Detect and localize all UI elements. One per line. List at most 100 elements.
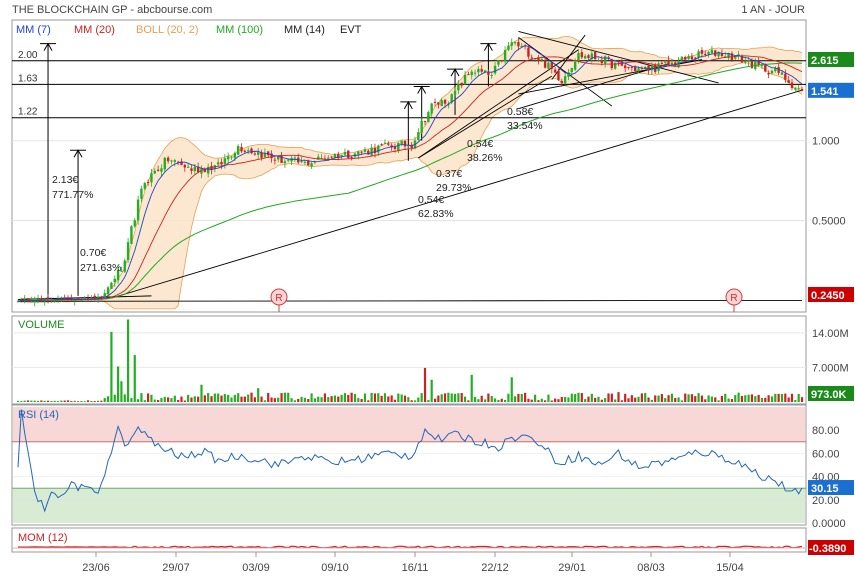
volume-bar	[167, 397, 170, 402]
candle-body	[727, 53, 730, 58]
candle-body	[687, 56, 690, 59]
candle-body	[120, 270, 123, 272]
candle-body	[757, 60, 760, 65]
volume-bar	[670, 393, 673, 402]
volume-bar	[730, 399, 734, 402]
volume-bar	[754, 396, 757, 402]
volume-bar	[564, 396, 567, 402]
candle-body	[724, 56, 727, 58]
volume-bar	[153, 399, 156, 402]
candle-body	[637, 68, 640, 72]
candle-body	[744, 60, 747, 63]
support-line	[17, 299, 803, 302]
candle-body	[233, 152, 237, 158]
volume-bar	[183, 400, 186, 402]
volume-bar	[223, 394, 226, 402]
volume-bar	[780, 393, 784, 402]
candle-body	[397, 142, 400, 151]
volume-bar	[106, 396, 110, 402]
volume-bar	[487, 393, 490, 402]
volume-bar	[447, 392, 450, 402]
candle-body	[350, 157, 353, 159]
candle-body	[570, 67, 574, 72]
candle-body	[153, 170, 156, 174]
candle-body	[507, 45, 510, 50]
volume-bar	[534, 394, 537, 402]
volume-bar	[26, 400, 30, 402]
candle-body	[33, 300, 36, 303]
annotation-label: 0.54€	[467, 138, 493, 150]
volume-bar	[23, 400, 26, 402]
volume-panel	[11, 315, 807, 405]
candle-body	[720, 53, 724, 57]
candle-body	[186, 166, 190, 168]
candle-body	[784, 73, 787, 80]
volume-bar	[343, 393, 347, 402]
x-tick-label: 03/09	[242, 562, 270, 574]
volume-bar	[83, 401, 86, 402]
volume-bar	[123, 394, 126, 402]
volume-bar	[430, 379, 433, 402]
candle-body	[677, 61, 680, 68]
volume-bar	[647, 397, 650, 402]
volume-grid	[12, 332, 806, 368]
volume-bar	[493, 398, 497, 402]
volume-bar	[410, 400, 413, 402]
candle-body	[527, 47, 530, 57]
volume-bar	[483, 399, 487, 402]
volume-bar	[327, 397, 330, 402]
volume-bar	[353, 393, 357, 402]
candle-body	[697, 51, 700, 58]
candle-body	[560, 80, 563, 84]
volume-bar	[213, 393, 216, 402]
volume-bar	[43, 400, 46, 402]
rsi-tick-label: 60.00	[812, 448, 840, 460]
volume-last-tag: 973.0K	[811, 389, 847, 401]
candle-body	[674, 62, 677, 66]
candle-body	[160, 168, 163, 172]
legend-item: MM (7)	[16, 24, 51, 36]
candle-body	[146, 181, 150, 183]
high-price-tag: 2.615	[811, 55, 839, 67]
volume-bar	[567, 397, 570, 402]
momentum-title: MOM (12)	[18, 532, 68, 544]
volume-bar	[500, 398, 503, 402]
gain-arrow-head	[417, 85, 427, 94]
candle-body	[370, 147, 373, 156]
price-legend: MM (7) MM (20) BOLL (20, 2) MM (100) MM (14)…	[16, 24, 362, 36]
volume-bar	[103, 398, 106, 402]
volume-bar	[764, 397, 767, 402]
annotations: 0.70€ 271.63% 2.13€ 771.77% 0.54€ 62.83% 0.37€…	[52, 106, 743, 312]
candle-body	[393, 146, 397, 149]
volume-bar	[187, 394, 190, 402]
annotation-label: 0.58€	[507, 106, 533, 118]
candle-body	[96, 297, 100, 299]
candle-body	[270, 153, 273, 159]
volume-bar	[467, 400, 470, 402]
annotation-label: 0.70€	[80, 247, 106, 259]
legend-item: MM (20)	[74, 24, 115, 36]
candle-body	[123, 260, 126, 272]
candle-body	[337, 153, 340, 159]
candle-body	[690, 56, 694, 59]
volume-bar	[260, 396, 263, 402]
volume-bar	[390, 395, 393, 402]
candle-body	[450, 94, 453, 103]
candle-body	[767, 73, 770, 75]
candle-body	[330, 156, 333, 158]
volume-bar	[644, 393, 647, 402]
candle-body	[400, 140, 403, 145]
volume-bar	[630, 395, 633, 402]
candle-body	[747, 60, 750, 62]
x-tick-label: 29/07	[162, 562, 190, 574]
bollinger-upper	[17, 36, 803, 302]
volume-bar	[797, 393, 800, 402]
candle-body	[537, 57, 540, 62]
volume-bar	[116, 366, 120, 402]
candle-body	[293, 157, 297, 159]
long-trend-line	[111, 89, 803, 299]
volume-bar	[370, 392, 373, 402]
candle-body	[230, 156, 233, 158]
